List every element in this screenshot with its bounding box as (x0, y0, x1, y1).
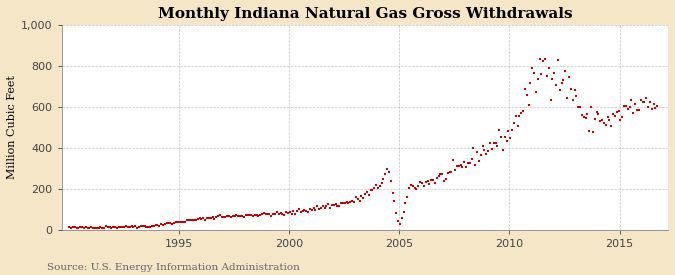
Title: Monthly Indiana Natural Gas Gross Withdrawals: Monthly Indiana Natural Gas Gross Withdr… (157, 7, 572, 21)
Text: Source: U.S. Energy Information Administration: Source: U.S. Energy Information Administ… (47, 263, 300, 272)
Y-axis label: Million Cubic Feet: Million Cubic Feet (7, 75, 17, 179)
